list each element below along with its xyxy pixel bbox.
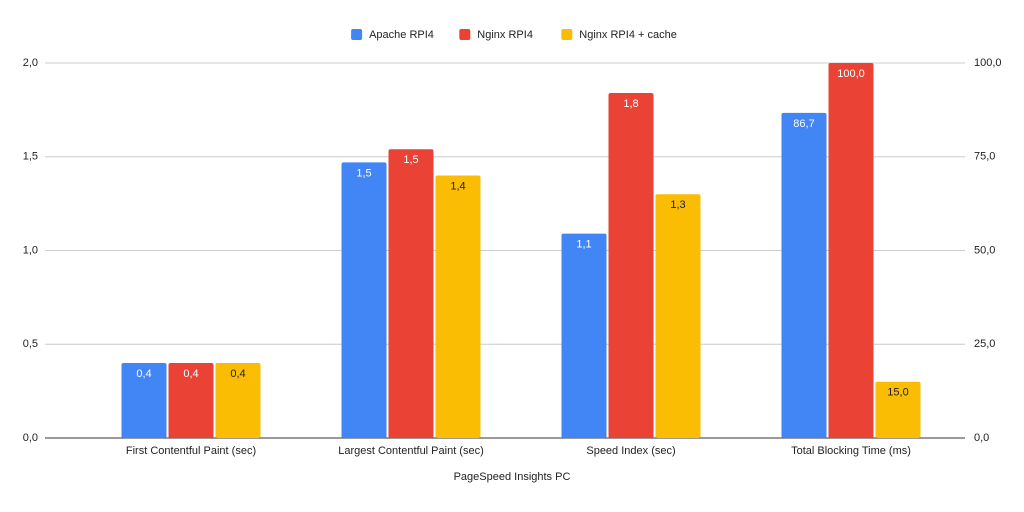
y2-tick-label: 100,0 <box>974 57 1002 69</box>
legend-label: Nginx RPI4 <box>477 29 533 41</box>
data-label: 86,7 <box>793 118 814 130</box>
data-label: 1,8 <box>623 98 638 110</box>
data-label: 1,1 <box>576 239 591 251</box>
bar <box>561 233 607 438</box>
bar <box>168 363 214 438</box>
bar <box>388 149 434 438</box>
bar <box>215 363 261 438</box>
data-label: 0,4 <box>183 368 198 380</box>
data-label: 1,4 <box>450 180 465 192</box>
bar <box>828 63 874 438</box>
bar <box>341 162 387 438</box>
y-tick-label: 0,0 <box>23 432 38 444</box>
y2-tick-label: 25,0 <box>974 338 995 350</box>
y-tick-label: 1,0 <box>23 244 38 256</box>
bar <box>875 381 921 438</box>
y2-tick-label: 50,0 <box>974 244 995 256</box>
data-label: 15,0 <box>887 387 908 399</box>
legend-label: Nginx RPI4 + cache <box>579 29 677 41</box>
data-label: 1,5 <box>356 167 371 179</box>
x-tick-label: First Contentful Paint (sec) <box>126 445 256 457</box>
x-tick-label: Largest Contentful Paint (sec) <box>338 445 484 457</box>
data-label: 1,3 <box>670 199 685 211</box>
legend-swatch <box>561 29 573 40</box>
x-tick-label: Total Blocking Time (ms) <box>791 445 911 457</box>
data-label: 0,4 <box>136 368 151 380</box>
bar <box>435 175 481 438</box>
y-tick-label: 1,5 <box>23 151 38 163</box>
legend-swatch <box>459 29 471 40</box>
y-tick-label: 0,5 <box>23 338 38 350</box>
data-label: 0,4 <box>230 368 245 380</box>
data-label: 100,0 <box>837 68 865 80</box>
bar <box>781 112 827 438</box>
y-tick-label: 2,0 <box>23 57 38 69</box>
x-tick-label: Speed Index (sec) <box>586 445 675 457</box>
bar <box>121 363 167 438</box>
y2-tick-label: 0,0 <box>974 432 989 444</box>
x-axis-title: PageSpeed Insights PC <box>454 471 571 483</box>
legend-swatch <box>351 29 363 40</box>
bar <box>655 194 701 438</box>
bar <box>608 93 654 438</box>
data-label: 1,5 <box>403 154 418 166</box>
y2-tick-label: 75,0 <box>974 151 995 163</box>
legend-label: Apache RPI4 <box>369 29 434 41</box>
